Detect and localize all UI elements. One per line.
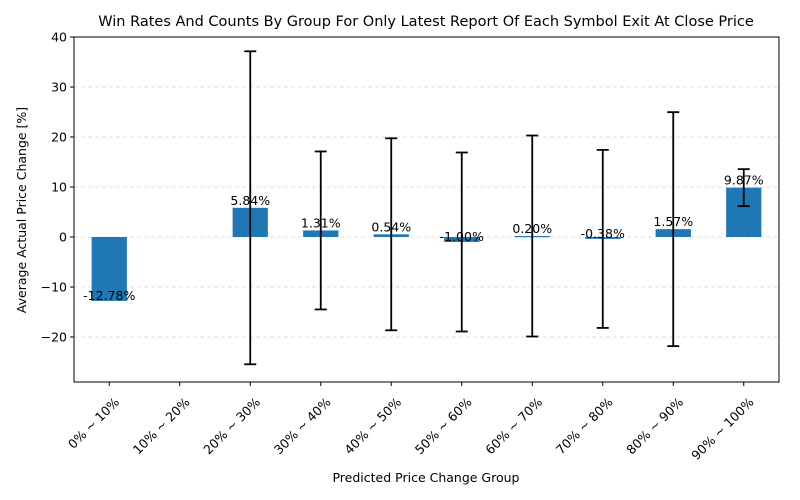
x-tick-label: 60% ~ 70% — [482, 394, 545, 457]
x-axis-ticks: 0% ~ 10% 10% ~ 20% 20% ~ 30% 30% ~ 40% 40% ~… — [65, 382, 757, 463]
bar — [91, 237, 127, 301]
y-tick-label: 30 — [51, 80, 67, 95]
data-label: 0.54% — [371, 219, 411, 234]
y-axis-ticks: −20 −10 0 10 20 30 40 — [41, 30, 74, 345]
x-tick-label: 40% ~ 50% — [341, 394, 404, 457]
data-label: 5.84% — [230, 193, 270, 208]
data-label: 0.20% — [512, 221, 552, 236]
y-tick-label: −20 — [41, 330, 67, 345]
y-tick-label: 40 — [51, 30, 67, 45]
data-label: -0.38% — [581, 226, 625, 241]
y-tick-label: −10 — [41, 280, 67, 295]
x-tick-label: 70% ~ 80% — [553, 394, 616, 457]
x-tick-label: 50% ~ 60% — [412, 394, 475, 457]
y-tick-label: 10 — [51, 180, 67, 195]
x-tick-label: 80% ~ 90% — [623, 394, 686, 457]
x-tick-label: 90% ~ 100% — [688, 394, 757, 463]
x-tick-label: 30% ~ 40% — [271, 394, 334, 457]
x-tick-label: 0% ~ 10% — [65, 394, 122, 451]
y-tick-label: 20 — [51, 130, 67, 145]
bars — [91, 187, 762, 301]
data-labels: -12.78% 5.84% 1.31% 0.54% -1.00% 0.20% -0.38% 1… — [83, 173, 764, 303]
data-label: 1.31% — [301, 215, 341, 230]
data-label: 1.57% — [653, 214, 693, 229]
chart-title: Win Rates And Counts By Group For Only L… — [98, 14, 754, 30]
y-tick-label: 0 — [59, 230, 67, 245]
x-axis-label: Predicted Price Change Group — [332, 470, 519, 485]
data-label: -12.78% — [83, 288, 135, 303]
x-tick-label: 10% ~ 20% — [130, 394, 193, 457]
plot-frame — [73, 36, 780, 383]
data-label: 9.87% — [724, 173, 764, 188]
y-axis-label: Average Actual Price Change [%] — [14, 107, 29, 313]
data-label: -1.00% — [440, 229, 484, 244]
error-bars — [244, 50, 750, 366]
x-tick-label: 20% ~ 30% — [200, 394, 263, 457]
